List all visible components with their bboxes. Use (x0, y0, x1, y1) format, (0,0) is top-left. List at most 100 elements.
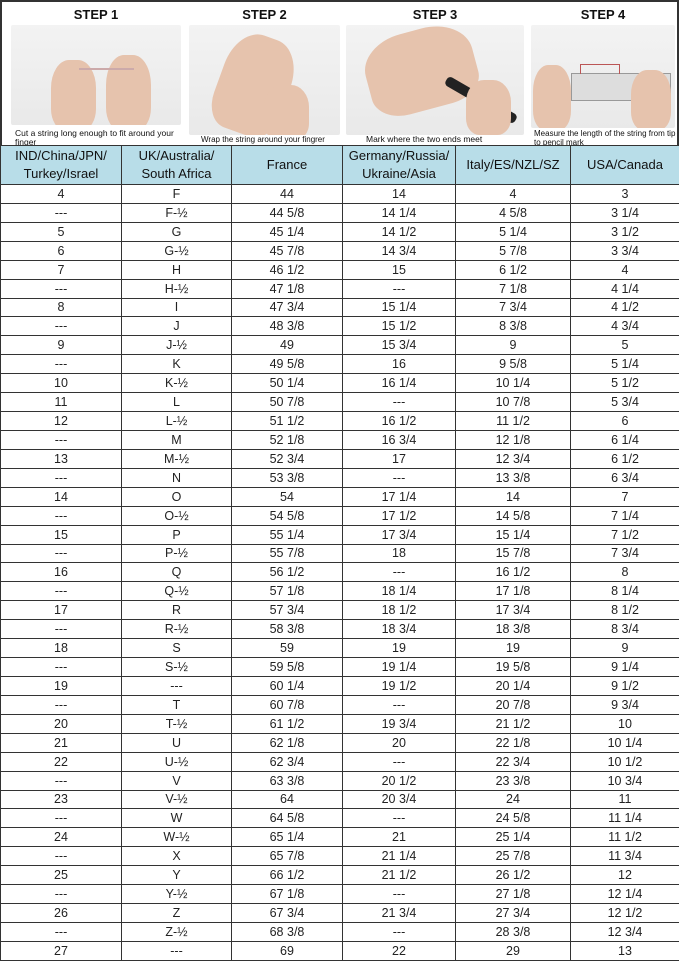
cell-uk: N (122, 468, 232, 487)
cell-usa: 12 3/4 (571, 922, 679, 941)
cell-ind-china: 18 (1, 639, 122, 658)
cell-usa: 10 1/2 (571, 752, 679, 771)
cell-usa: 4 1/4 (571, 279, 679, 298)
cell-ind-china: 20 (1, 714, 122, 733)
cell-italy: 5 7/8 (456, 241, 571, 260)
cell-france: 51 1/2 (232, 412, 343, 431)
cell-ind-china: --- (1, 544, 122, 563)
cell-france: 62 3/4 (232, 752, 343, 771)
cell-ind-china: 12 (1, 412, 122, 431)
cell-ind-china: 25 (1, 866, 122, 885)
cell-ind-china: --- (1, 771, 122, 790)
cell-italy: 10 7/8 (456, 393, 571, 412)
cell-ind-china: --- (1, 506, 122, 525)
cell-germany: 15 (343, 260, 456, 279)
column-header-italy: Italy/ES/NZL/SZ (456, 146, 571, 185)
cell-usa: 8 3/4 (571, 620, 679, 639)
cell-italy: 16 1/2 (456, 563, 571, 582)
cell-germany: --- (343, 885, 456, 904)
cell-usa: 6 (571, 412, 679, 431)
cell-ind-china: 16 (1, 563, 122, 582)
cell-germany: 19 1/4 (343, 658, 456, 677)
cell-uk: T-½ (122, 714, 232, 733)
cell-italy: 28 3/8 (456, 922, 571, 941)
cell-italy: 5 1/4 (456, 222, 571, 241)
cell-italy: 23 3/8 (456, 771, 571, 790)
cell-france: 57 3/4 (232, 601, 343, 620)
cell-uk: I (122, 298, 232, 317)
cell-uk: J-½ (122, 336, 232, 355)
step-caption: Wrap the string around your fingrer (201, 135, 351, 144)
cell-italy: 25 7/8 (456, 847, 571, 866)
cell-italy: 7 3/4 (456, 298, 571, 317)
cell-usa: 5 1/2 (571, 374, 679, 393)
cell-france: 48 3/8 (232, 317, 343, 336)
cell-france: 65 7/8 (232, 847, 343, 866)
cell-uk: --- (122, 941, 232, 960)
header-row: IND/China/JPN/ Turkey/Israel UK/Australi… (1, 146, 679, 185)
step-title: STEP 4 (528, 7, 678, 22)
cell-germany: 16 1/2 (343, 412, 456, 431)
cell-usa: 7 3/4 (571, 544, 679, 563)
cell-germany: 17 1/4 (343, 487, 456, 506)
cell-germany: 21 3/4 (343, 904, 456, 923)
cell-france: 49 5/8 (232, 355, 343, 374)
cell-italy: 9 5/8 (456, 355, 571, 374)
cell-usa: 5 3/4 (571, 393, 679, 412)
cell-usa: 7 (571, 487, 679, 506)
cell-france: 54 5/8 (232, 506, 343, 525)
cell-ind-china: --- (1, 582, 122, 601)
cell-germany: 21 1/4 (343, 847, 456, 866)
cell-germany: 14 3/4 (343, 241, 456, 260)
cell-italy: 24 5/8 (456, 809, 571, 828)
cell-germany: 19 (343, 639, 456, 658)
cell-france: 67 3/4 (232, 904, 343, 923)
cell-uk: P (122, 525, 232, 544)
cell-germany: --- (343, 809, 456, 828)
cell-france: 67 1/8 (232, 885, 343, 904)
cell-uk: L (122, 393, 232, 412)
cell-usa: 12 1/4 (571, 885, 679, 904)
cell-usa: 4 1/2 (571, 298, 679, 317)
cell-uk: L-½ (122, 412, 232, 431)
cell-usa: 3 (571, 185, 679, 204)
step-3-photo (346, 25, 524, 135)
cell-france: 45 7/8 (232, 241, 343, 260)
cell-usa: 13 (571, 941, 679, 960)
cell-ind-china: 4 (1, 185, 122, 204)
cell-uk: Z-½ (122, 922, 232, 941)
cell-ind-china: 26 (1, 904, 122, 923)
cell-italy: 18 3/8 (456, 620, 571, 639)
cell-uk: V-½ (122, 790, 232, 809)
cell-ind-china: 6 (1, 241, 122, 260)
cell-germany: --- (343, 752, 456, 771)
cell-ind-china: --- (1, 468, 122, 487)
cell-ind-china: 14 (1, 487, 122, 506)
cell-usa: 7 1/2 (571, 525, 679, 544)
cell-usa: 3 1/4 (571, 203, 679, 222)
cell-france: 47 1/8 (232, 279, 343, 298)
cell-france: 52 3/4 (232, 449, 343, 468)
cell-italy: 12 3/4 (456, 449, 571, 468)
measuring-steps: STEP 1 Cut a string long enough to fit a… (0, 0, 679, 145)
cell-germany: 17 3/4 (343, 525, 456, 544)
cell-germany: 14 1/2 (343, 222, 456, 241)
cell-france: 64 (232, 790, 343, 809)
cell-uk: O (122, 487, 232, 506)
cell-germany: 16 3/4 (343, 430, 456, 449)
cell-ind-china: 23 (1, 790, 122, 809)
cell-italy: 14 5/8 (456, 506, 571, 525)
